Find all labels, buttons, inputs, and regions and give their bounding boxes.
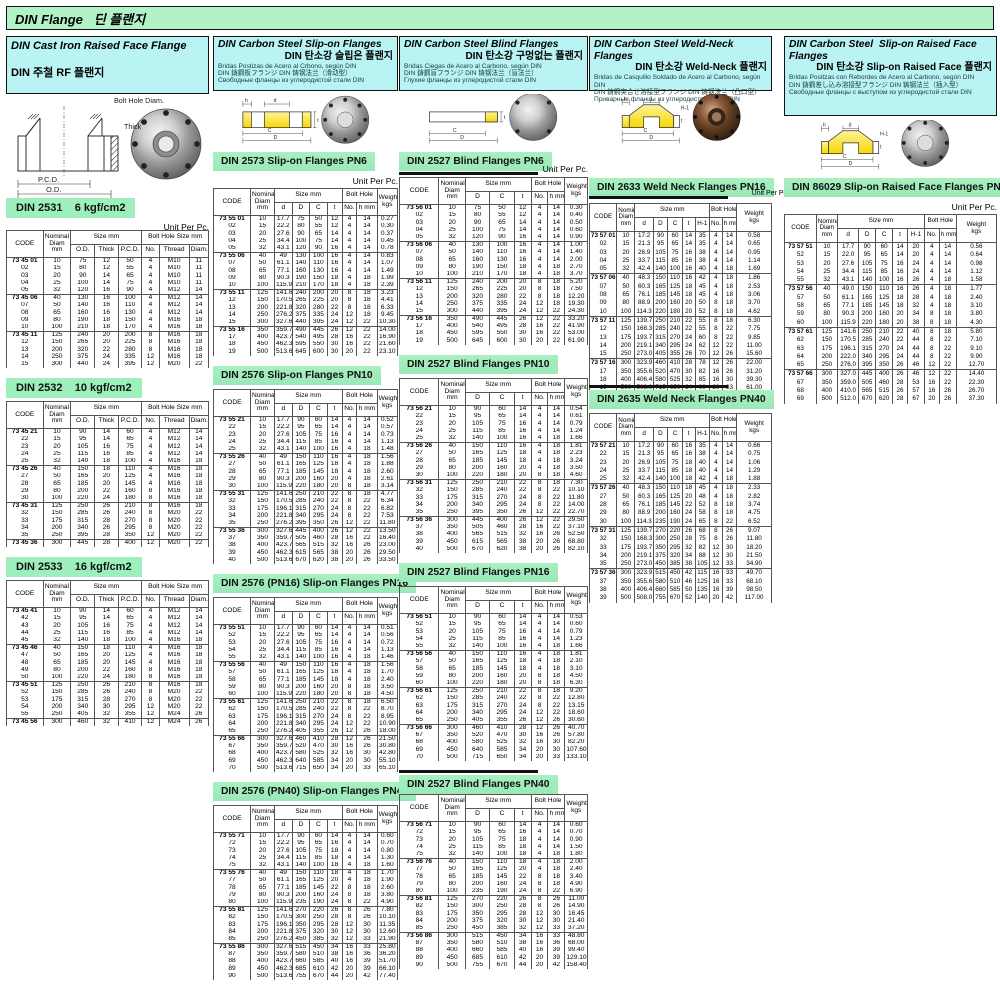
svg-text:C: C: [644, 128, 648, 134]
svg-text:d: d: [849, 122, 852, 128]
svg-text:h: h: [245, 98, 248, 104]
svg-text:d: d: [649, 96, 652, 102]
svg-text:C: C: [843, 154, 847, 160]
svg-text:t: t: [681, 119, 683, 125]
svg-text:C: C: [453, 128, 457, 134]
svg-text:t: t: [504, 115, 506, 121]
svg-text:h: h: [624, 96, 627, 102]
svg-text:O.D.: O.D.: [46, 185, 61, 194]
svg-text:H-1: H-1: [880, 132, 888, 138]
svg-text:D: D: [649, 135, 653, 141]
svg-text:d: d: [274, 98, 277, 104]
svg-text:D: D: [460, 135, 464, 141]
svg-text:D: D: [274, 135, 278, 141]
svg-text:h: h: [823, 122, 826, 128]
svg-text:P.C.D.: P.C.D.: [38, 175, 59, 184]
svg-text:C: C: [268, 128, 272, 134]
svg-text:D: D: [849, 161, 853, 167]
svg-text:H-1: H-1: [681, 106, 689, 112]
svg-text:t: t: [880, 145, 882, 151]
svg-text:t: t: [317, 118, 319, 124]
